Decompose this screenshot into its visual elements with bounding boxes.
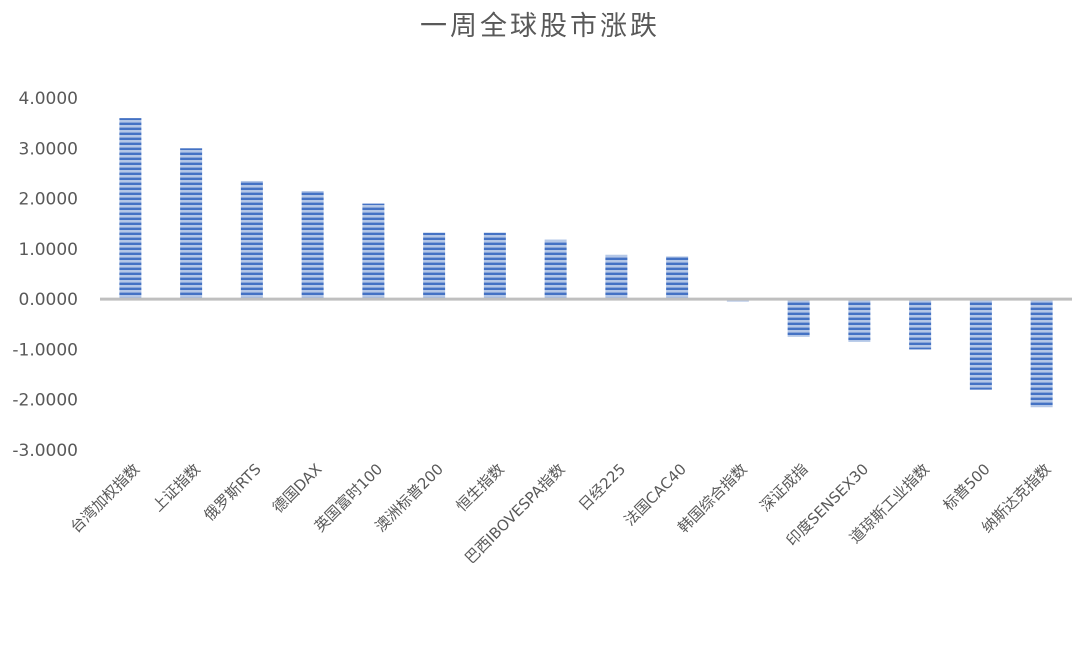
y-tick-label: 3.0000 xyxy=(19,139,78,159)
y-axis-ticks: 4.0000 3.0000 2.0000 1.0000 0.0000 -1.0000 -2.… xyxy=(12,89,78,461)
y-tick-label: -1.0000 xyxy=(12,340,78,360)
bar xyxy=(969,299,992,390)
bar xyxy=(787,299,810,337)
bar xyxy=(240,180,263,300)
y-tick-label: 1.0000 xyxy=(19,240,78,260)
x-tick-label: 巴西IBOVESPA指数 xyxy=(461,460,568,567)
x-tick-label: 标普500 xyxy=(940,460,994,514)
bar xyxy=(119,118,142,300)
bar xyxy=(483,232,506,300)
bar xyxy=(909,299,932,350)
bar xyxy=(1030,299,1053,408)
x-tick-label: 俄罗斯RTS xyxy=(200,460,264,524)
bar xyxy=(848,299,871,342)
x-tick-label: 日经225 xyxy=(575,460,629,514)
bar xyxy=(362,203,385,300)
x-tick-label: 台湾加权指数 xyxy=(67,460,143,536)
bar xyxy=(301,191,324,300)
y-tick-label: -3.0000 xyxy=(12,441,78,461)
x-tick-label: 上证指数 xyxy=(149,460,204,515)
x-tick-label: 恒生指数 xyxy=(453,460,508,515)
x-tick-label: 深证成指 xyxy=(756,460,811,515)
bar xyxy=(605,254,628,300)
y-tick-label: 0.0000 xyxy=(19,290,78,310)
chart-title: 一周全球股市涨跌 xyxy=(420,11,660,42)
y-tick-label: -2.0000 xyxy=(12,391,78,411)
bar xyxy=(544,239,567,300)
x-tick-label: 德国DAX xyxy=(269,460,325,516)
bar xyxy=(666,256,689,300)
y-tick-label: 4.0000 xyxy=(19,89,78,109)
bar xyxy=(423,232,446,300)
bar xyxy=(180,148,203,300)
bars xyxy=(119,118,1053,408)
y-tick-label: 2.0000 xyxy=(19,190,78,210)
